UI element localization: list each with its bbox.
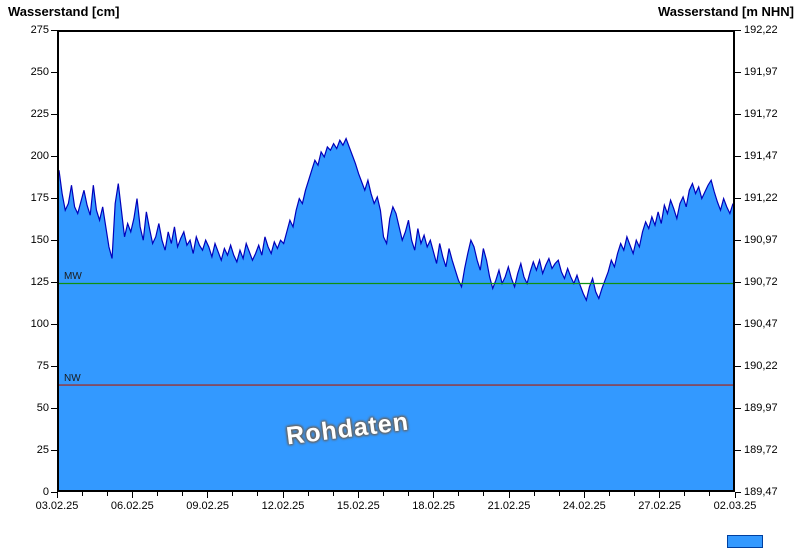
left-axis-tick-label: 150	[30, 234, 49, 246]
x-axis-tick-label: 06.02.25	[110, 500, 154, 512]
x-axis-minor-tick	[232, 492, 234, 496]
scrollbar-thumb[interactable]	[727, 535, 763, 548]
x-axis-minor-tick	[483, 492, 485, 496]
x-axis-major-tick	[508, 492, 510, 498]
right-axis-tick-label: 189,97	[744, 402, 778, 414]
left-axis-tick	[51, 71, 57, 73]
left-axis-tick-label: 75	[36, 360, 49, 372]
right-axis-tick	[735, 113, 741, 115]
right-axis-tick-label: 190,22	[744, 360, 778, 372]
x-axis-major-tick	[734, 492, 736, 498]
x-axis-tick-label: 18.02.25	[412, 500, 456, 512]
plot-area	[57, 30, 735, 492]
x-axis-major-tick	[131, 492, 133, 498]
right-axis-tick	[735, 197, 741, 199]
x-axis-tick-label: 02.03.25	[713, 500, 757, 512]
x-axis-minor-tick	[81, 492, 83, 496]
right-axis-tick-label: 189,47	[744, 486, 778, 498]
right-axis-title: Wasserstand [m NHN]	[657, 4, 794, 19]
left-axis-tick	[51, 365, 57, 367]
x-axis-major-tick	[56, 492, 58, 498]
right-axis-tick-label: 191,22	[744, 192, 778, 204]
right-axis-tick-label: 191,47	[744, 150, 778, 162]
right-axis-tick-label: 191,72	[744, 108, 778, 120]
series-area	[59, 138, 733, 490]
x-axis-tick-label: 21.02.25	[487, 500, 531, 512]
x-axis-minor-tick	[156, 492, 158, 496]
right-axis-tick	[735, 239, 741, 241]
x-axis-major-tick	[207, 492, 209, 498]
right-axis-tick-label: 192,22	[744, 24, 778, 36]
x-axis-minor-tick	[182, 492, 184, 496]
x-axis-tick-label: 09.02.25	[186, 500, 230, 512]
left-axis-tick	[51, 449, 57, 451]
left-axis-tick	[51, 29, 57, 31]
left-axis-tick	[51, 407, 57, 409]
x-axis-major-tick	[659, 492, 661, 498]
x-axis-minor-tick	[533, 492, 535, 496]
x-axis-minor-tick	[634, 492, 636, 496]
x-axis-minor-tick	[709, 492, 711, 496]
right-axis-tick	[735, 449, 741, 451]
left-axis-tick-label: 275	[30, 24, 49, 36]
right-axis-tick-label: 190,97	[744, 234, 778, 246]
x-axis-major-tick	[282, 492, 284, 498]
x-axis-tick-label: 03.02.25	[35, 500, 79, 512]
left-axis-tick	[51, 113, 57, 115]
left-axis-tick	[51, 239, 57, 241]
right-axis-tick	[735, 155, 741, 157]
x-axis-minor-tick	[608, 492, 610, 496]
x-axis-minor-tick	[558, 492, 560, 496]
left-axis-tick-label: 125	[30, 276, 49, 288]
x-axis-minor-tick	[382, 492, 384, 496]
left-axis-tick	[51, 281, 57, 283]
right-axis-tick	[735, 71, 741, 73]
left-axis-tick	[51, 491, 57, 493]
left-axis-tick-label: 100	[30, 318, 49, 330]
x-axis-minor-tick	[684, 492, 686, 496]
left-axis-tick-label: 250	[30, 66, 49, 78]
threshold-label-mw: MW	[64, 270, 82, 282]
left-axis-tick-label: 0	[42, 486, 49, 498]
x-axis-tick-label: 27.02.25	[638, 500, 682, 512]
x-axis-tick-label: 12.02.25	[261, 500, 305, 512]
x-axis-major-tick	[583, 492, 585, 498]
right-axis-tick	[735, 323, 741, 325]
right-axis-tick-label: 190,47	[744, 318, 778, 330]
right-axis-tick	[735, 491, 741, 493]
x-axis-tick-label: 15.02.25	[336, 500, 380, 512]
right-axis-tick-label: 190,72	[744, 276, 778, 288]
left-axis-tick-label: 25	[36, 444, 49, 456]
chart-svg	[59, 137, 733, 490]
left-axis-tick	[51, 197, 57, 199]
right-axis-tick	[735, 365, 741, 367]
left-axis-tick	[51, 323, 57, 325]
x-axis-minor-tick	[332, 492, 334, 496]
x-axis-minor-tick	[458, 492, 460, 496]
left-axis-tick-label: 175	[30, 192, 49, 204]
left-axis-tick	[51, 155, 57, 157]
x-axis-major-tick	[433, 492, 435, 498]
x-axis-minor-tick	[106, 492, 108, 496]
x-axis-minor-tick	[257, 492, 259, 496]
right-axis-tick	[735, 281, 741, 283]
left-axis-tick-label: 200	[30, 150, 49, 162]
right-axis-tick	[735, 29, 741, 31]
left-axis-tick-label: 225	[30, 108, 49, 120]
x-axis-minor-tick	[307, 492, 309, 496]
threshold-label-nw: NW	[64, 373, 81, 385]
series-line	[59, 137, 733, 302]
x-axis-minor-tick	[408, 492, 410, 496]
left-axis-tick-label: 50	[36, 402, 49, 414]
right-axis-tick-label: 189,72	[744, 444, 778, 456]
left-axis-title: Wasserstand [cm]	[8, 4, 120, 19]
x-axis-major-tick	[357, 492, 359, 498]
right-axis-tick	[735, 407, 741, 409]
right-axis-tick-label: 191,97	[744, 66, 778, 78]
x-axis-tick-label: 24.02.25	[562, 500, 606, 512]
